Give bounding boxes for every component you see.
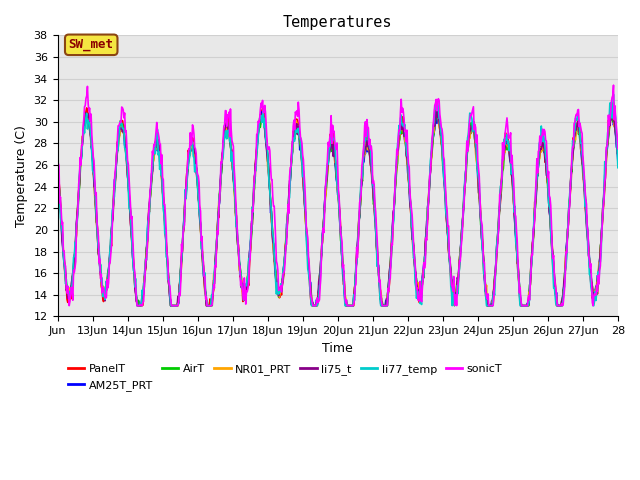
- NR01_PRT: [131, 275, 138, 281]
- li77_temp: [63, 276, 70, 282]
- sonicT: [614, 146, 621, 152]
- sonicT: [457, 245, 465, 251]
- NR01_PRT: [457, 240, 465, 246]
- sonicT: [65, 303, 73, 309]
- li77_temp: [511, 210, 518, 216]
- AirT: [178, 257, 186, 263]
- Line: AM25T_PRT: AM25T_PRT: [58, 111, 618, 306]
- Legend: PanelT, AM25T_PRT, AirT, NR01_PRT, li75_t, li77_temp, sonicT: PanelT, AM25T_PRT, AirT, NR01_PRT, li75_…: [63, 360, 507, 395]
- li75_t: [178, 253, 186, 259]
- li75_t: [134, 303, 141, 309]
- PanelT: [133, 303, 141, 309]
- X-axis label: Time: Time: [323, 342, 353, 355]
- Line: PanelT: PanelT: [58, 103, 618, 306]
- AM25T_PRT: [614, 159, 621, 165]
- AM25T_PRT: [63, 284, 70, 289]
- PanelT: [511, 209, 518, 215]
- Y-axis label: Temperature (C): Temperature (C): [15, 125, 28, 227]
- AM25T_PRT: [136, 303, 143, 309]
- AM25T_PRT: [178, 256, 186, 262]
- sonicT: [63, 284, 70, 289]
- li77_temp: [527, 266, 535, 272]
- NR01_PRT: [63, 284, 70, 289]
- PanelT: [54, 158, 61, 164]
- PanelT: [610, 100, 618, 106]
- NR01_PRT: [134, 303, 141, 309]
- Line: li77_temp: li77_temp: [58, 95, 618, 306]
- PanelT: [63, 282, 70, 288]
- li75_t: [511, 211, 518, 217]
- li75_t: [131, 270, 138, 276]
- AM25T_PRT: [435, 108, 442, 114]
- NR01_PRT: [607, 108, 615, 113]
- NR01_PRT: [511, 205, 518, 211]
- sonicT: [54, 148, 61, 154]
- li77_temp: [54, 161, 61, 167]
- NR01_PRT: [527, 263, 535, 268]
- PanelT: [527, 266, 535, 272]
- AM25T_PRT: [528, 253, 536, 259]
- Line: sonicT: sonicT: [58, 85, 618, 306]
- AirT: [54, 167, 61, 173]
- Line: li75_t: li75_t: [58, 110, 618, 306]
- AirT: [527, 268, 535, 274]
- li77_temp: [614, 165, 621, 170]
- li77_temp: [134, 303, 141, 309]
- AirT: [511, 202, 518, 207]
- AM25T_PRT: [511, 225, 519, 230]
- PanelT: [614, 155, 621, 161]
- AirT: [131, 267, 138, 273]
- sonicT: [610, 82, 618, 88]
- li77_temp: [178, 258, 186, 264]
- PanelT: [131, 270, 138, 276]
- sonicT: [131, 270, 139, 276]
- li77_temp: [610, 92, 618, 97]
- PanelT: [457, 242, 465, 248]
- AirT: [457, 240, 465, 245]
- li75_t: [457, 241, 465, 247]
- Line: AirT: AirT: [58, 113, 618, 306]
- AM25T_PRT: [54, 159, 61, 165]
- Title: Temperatures: Temperatures: [283, 15, 392, 30]
- AirT: [607, 110, 615, 116]
- sonicT: [527, 268, 535, 274]
- NR01_PRT: [614, 151, 621, 156]
- li75_t: [527, 264, 535, 270]
- li75_t: [614, 151, 621, 156]
- AirT: [614, 153, 621, 159]
- li77_temp: [131, 268, 138, 274]
- AM25T_PRT: [131, 271, 138, 276]
- sonicT: [178, 241, 186, 247]
- NR01_PRT: [178, 250, 186, 256]
- li75_t: [63, 288, 70, 293]
- AirT: [63, 278, 70, 284]
- li77_temp: [457, 240, 465, 246]
- sonicT: [511, 194, 518, 200]
- NR01_PRT: [54, 165, 61, 171]
- Line: NR01_PRT: NR01_PRT: [58, 110, 618, 306]
- AirT: [136, 303, 143, 309]
- li75_t: [608, 108, 616, 113]
- PanelT: [178, 262, 186, 268]
- Text: SW_met: SW_met: [68, 38, 114, 51]
- AM25T_PRT: [458, 227, 465, 232]
- li75_t: [54, 162, 61, 168]
